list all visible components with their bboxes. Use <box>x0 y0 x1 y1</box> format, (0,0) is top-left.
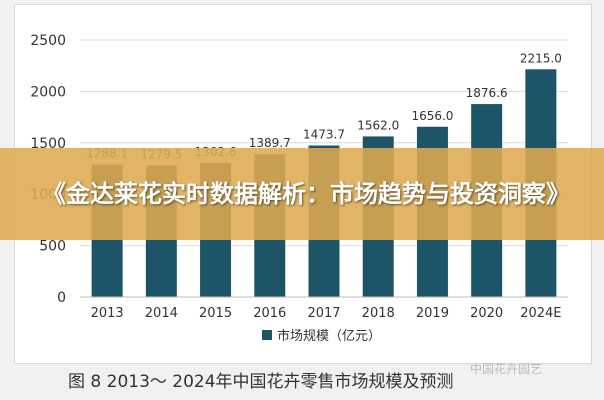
x-tick-label: 2015 <box>199 306 232 321</box>
y-tick-label: 2500 <box>30 33 66 49</box>
y-tick-label: 2000 <box>30 84 66 100</box>
data-label: 1473.7 <box>303 128 345 142</box>
data-label: 1656.0 <box>411 109 453 123</box>
x-tick-label: 2019 <box>416 306 449 321</box>
y-tick-label: 0 <box>57 290 66 306</box>
legend-swatch <box>262 330 272 340</box>
x-tick-label: 2017 <box>307 306 340 321</box>
legend: 市场规模（亿元） <box>262 328 381 344</box>
x-tick-label: 2020 <box>470 306 503 321</box>
x-tick-label: 2016 <box>253 306 286 321</box>
figure-caption: 图 8 2013～ 2024年中国花卉零售市场规模及预测 <box>68 372 454 392</box>
data-label: 1389.7 <box>249 136 291 150</box>
banner-title: 《金达莱花实时数据解析：市场趋势与投资洞察》 <box>42 180 570 208</box>
title-banner: 《金达莱花实时数据解析：市场趋势与投资洞察》 <box>0 148 604 240</box>
watermark-text: 中国花卉园艺 <box>470 362 543 376</box>
x-tick-label: 2013 <box>91 306 124 321</box>
x-tick-label: 2018 <box>362 306 395 321</box>
y-tick-label: 1500 <box>30 136 66 152</box>
x-tick-label: 2024E <box>520 306 561 321</box>
data-label: 1876.6 <box>466 86 508 100</box>
x-axis-ticks: 2013 2014 2015 2016 2017 2018 2019 2020 2024E <box>91 306 562 321</box>
x-tick-label: 2014 <box>145 306 178 321</box>
data-label: 2215.0 <box>520 51 562 65</box>
y-tick-label: 500 <box>39 239 66 255</box>
data-label: 1562.0 <box>357 118 399 132</box>
legend-label: 市场规模（亿元） <box>277 328 381 344</box>
